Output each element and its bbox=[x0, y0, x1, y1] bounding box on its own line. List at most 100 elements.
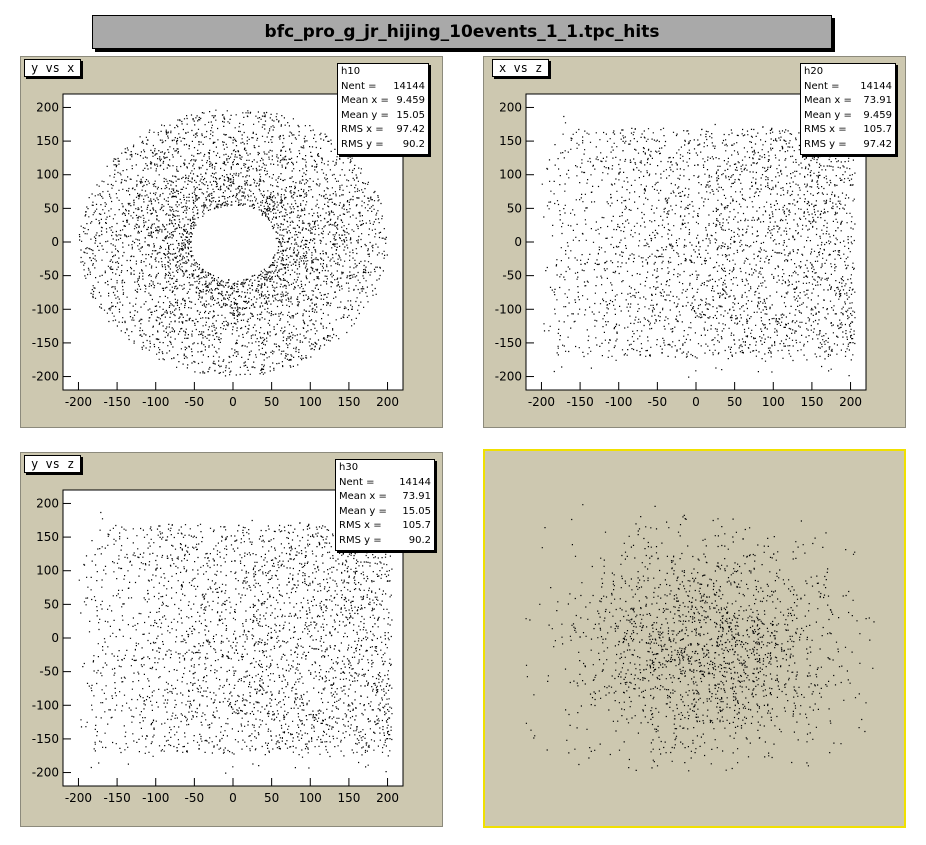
canvas-title: bfc_pro_g_jr_hijing_10events_1_1.tpc_hit… bbox=[92, 15, 832, 49]
stats-mean-y: 15.05 bbox=[402, 505, 431, 517]
stats-label: RMS x = bbox=[804, 124, 847, 136]
y-tick-label: -50 bbox=[502, 269, 522, 283]
y-tick-label: 200 bbox=[499, 100, 522, 114]
hist-title: y vs z bbox=[24, 455, 82, 473]
hist-title: x vs z bbox=[492, 59, 550, 77]
stats-entries: 14144 bbox=[399, 476, 431, 488]
stats-mean-x: 73.91 bbox=[863, 95, 892, 107]
pad-3d-view[interactable] bbox=[483, 449, 906, 828]
x-tick-label: 0 bbox=[229, 791, 237, 805]
y-tick-label: 150 bbox=[36, 530, 59, 544]
y-tick-label: -200 bbox=[495, 370, 522, 384]
y-tick-label: 150 bbox=[499, 134, 522, 148]
x-tick-label: 100 bbox=[299, 395, 322, 409]
x-tick-label: -150 bbox=[566, 395, 593, 409]
x-tick-label: 200 bbox=[376, 791, 399, 805]
stats-label: Mean y = bbox=[341, 109, 389, 121]
x-tick-label: 0 bbox=[229, 395, 237, 409]
x-tick-label: 150 bbox=[337, 791, 360, 805]
x-tick-label: 100 bbox=[299, 791, 322, 805]
stats-rms-y: 97.42 bbox=[863, 138, 892, 150]
stats-mean-y: 9.459 bbox=[863, 109, 892, 121]
stats-label: Mean x = bbox=[339, 491, 387, 503]
stats-rms-y: 90.2 bbox=[402, 138, 425, 150]
x-tick-label: -50 bbox=[185, 791, 205, 805]
stats-rms-x: 105.7 bbox=[863, 124, 892, 136]
y-tick-label: 200 bbox=[36, 496, 59, 510]
stats-label: Mean x = bbox=[804, 95, 852, 107]
stats-label: RMS x = bbox=[339, 520, 382, 532]
x-tick-label: -150 bbox=[103, 395, 130, 409]
pad-y-vs-z[interactable]: -200 -150 -100 -50 0 50 100 150 200 -200 -150 -100 -… bbox=[20, 452, 443, 827]
stats-rms-x: 97.42 bbox=[396, 124, 425, 136]
stats-label: Nent = bbox=[341, 80, 377, 92]
stats-label: RMS y = bbox=[341, 138, 384, 150]
y-tick-label: 0 bbox=[51, 631, 59, 645]
x-tick-label: -100 bbox=[142, 395, 169, 409]
x-tick-label: -100 bbox=[605, 395, 632, 409]
stats-label: Nent = bbox=[339, 476, 375, 488]
x-tick-label: 100 bbox=[762, 395, 785, 409]
stats-box: h30 Nent = 14144 Mean x = 73.91 Mean y = 1… bbox=[335, 459, 435, 551]
stats-name: h30 bbox=[339, 462, 359, 473]
y-tick-label: -150 bbox=[32, 336, 59, 350]
pad-y-vs-x[interactable]: -200 -150 -100 -50 0 50 100 150 200 -200 -150 -100 -… bbox=[20, 56, 443, 428]
x-tick-label: 200 bbox=[839, 395, 862, 409]
stats-rms-y: 90.2 bbox=[408, 534, 431, 546]
y-tick-label: 0 bbox=[51, 235, 59, 249]
y-tick-label: -50 bbox=[39, 269, 59, 283]
stats-rms-x: 105.7 bbox=[402, 520, 431, 532]
x-tick-label: 50 bbox=[727, 395, 742, 409]
x-tick-label: 150 bbox=[337, 395, 360, 409]
stats-entries: 14144 bbox=[393, 80, 425, 92]
stats-label: RMS y = bbox=[339, 534, 382, 546]
stats-mean-x: 9.459 bbox=[396, 95, 425, 107]
x-tick-label: -100 bbox=[142, 791, 169, 805]
y-tick-label: 150 bbox=[36, 134, 59, 148]
stats-entries: 14144 bbox=[860, 80, 892, 92]
stats-box: h20 Nent = 14144 Mean x = 73.91 Mean y = 9… bbox=[800, 63, 896, 155]
x-tick-label: -200 bbox=[65, 791, 92, 805]
stats-box: h10 Nent = 14144 Mean x = 9.459 Mean y = 1… bbox=[337, 63, 429, 155]
y-tick-label: 100 bbox=[36, 168, 59, 182]
pad-x-vs-z[interactable]: -200 -150 -100 -50 0 50 100 150 200 -200 -150 -100 -… bbox=[483, 56, 906, 428]
stats-mean-x: 73.91 bbox=[402, 491, 431, 503]
x-tick-label: -50 bbox=[648, 395, 668, 409]
stats-label: Nent = bbox=[804, 80, 840, 92]
stats-label: Mean x = bbox=[341, 95, 389, 107]
y-tick-label: -100 bbox=[32, 302, 59, 316]
y-tick-label: 50 bbox=[44, 597, 59, 611]
hist-title: y vs x bbox=[24, 59, 82, 77]
y-tick-label: 50 bbox=[44, 201, 59, 215]
stats-label: RMS y = bbox=[804, 138, 847, 150]
stats-name: h20 bbox=[804, 66, 824, 77]
y-tick-label: -100 bbox=[32, 698, 59, 712]
x-tick-label: -200 bbox=[528, 395, 555, 409]
stats-label: Mean y = bbox=[339, 505, 387, 517]
stats-name: h10 bbox=[341, 66, 361, 77]
stats-mean-y: 15.05 bbox=[396, 109, 425, 121]
y-tick-label: 100 bbox=[499, 168, 522, 182]
y-tick-label: -150 bbox=[495, 336, 522, 350]
x-tick-label: 50 bbox=[264, 791, 279, 805]
y-tick-label: 200 bbox=[36, 100, 59, 114]
y-tick-label: -100 bbox=[495, 302, 522, 316]
x-tick-label: 150 bbox=[800, 395, 823, 409]
x-tick-label: -50 bbox=[185, 395, 205, 409]
x-tick-label: 200 bbox=[376, 395, 399, 409]
x-tick-label: 50 bbox=[264, 395, 279, 409]
x-tick-label: -150 bbox=[103, 791, 130, 805]
y-tick-label: -50 bbox=[39, 665, 59, 679]
y-tick-label: -200 bbox=[32, 370, 59, 384]
scatter-plot-3d bbox=[525, 504, 875, 772]
x-tick-label: 0 bbox=[692, 395, 700, 409]
stats-label: Mean y = bbox=[804, 109, 852, 121]
scatter-markers bbox=[525, 504, 875, 772]
y-tick-label: 100 bbox=[36, 564, 59, 578]
y-tick-label: 0 bbox=[514, 235, 522, 249]
stats-label: RMS x = bbox=[341, 124, 384, 136]
x-tick-label: -200 bbox=[65, 395, 92, 409]
y-tick-label: -150 bbox=[32, 732, 59, 746]
y-tick-label: 50 bbox=[507, 201, 522, 215]
y-tick-label: -200 bbox=[32, 766, 59, 780]
